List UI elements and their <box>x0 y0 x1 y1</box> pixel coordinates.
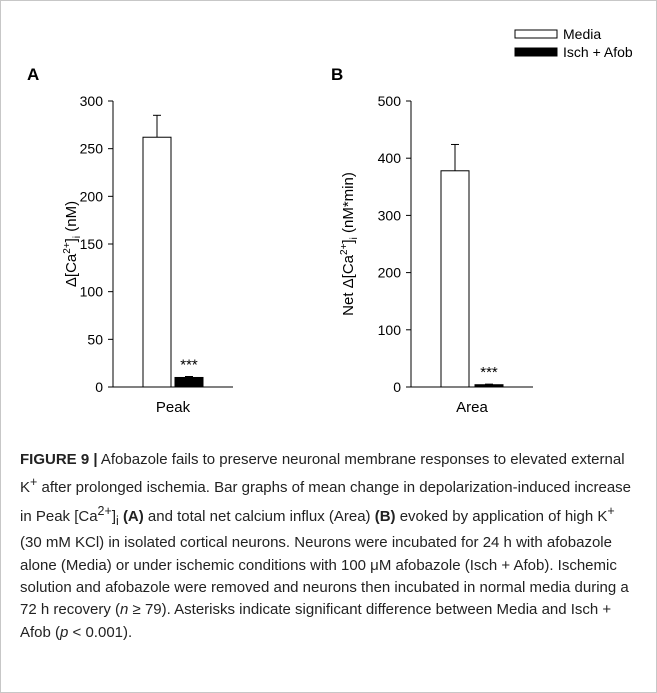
legend-swatch-1 <box>514 47 558 57</box>
y-axis-label-part: ] <box>63 238 80 242</box>
legend: Media Isch + Afob <box>514 26 633 60</box>
figure-chart: Media Isch + Afob A 0 50 100 150 200 250 300 *** P… <box>27 26 633 416</box>
panel-letter: B <box>331 65 343 84</box>
y-tick-label: 300 <box>378 207 402 223</box>
caption-sup-2: 2+ <box>97 503 112 518</box>
y-tick-label: 500 <box>378 93 402 109</box>
significance-stars: *** <box>180 357 198 374</box>
y-tick-label: 200 <box>378 265 402 281</box>
y-axis-label-part: i <box>349 237 360 239</box>
caption-text-7: < 0.001). <box>68 623 133 641</box>
y-tick-label: 100 <box>378 322 402 338</box>
caption-lead: FIGURE 9 | <box>20 451 98 468</box>
y-tick-label: 50 <box>87 331 103 347</box>
y-axis-label: Δ[Ca2+]i (nM) <box>62 201 83 287</box>
y-tick-label: 0 <box>95 379 103 395</box>
y-axis-label-part: ] <box>340 239 357 243</box>
caption-n: n <box>120 601 129 619</box>
caption-text-2: after prolonged ischemia. Bar graphs of … <box>20 479 632 525</box>
y-axis-label: Net Δ[Ca2+]i (nM*min) <box>339 172 360 316</box>
y-axis-label-part: 2+ <box>62 242 73 254</box>
y-tick-label: 250 <box>80 141 104 157</box>
panel-b: B 0 100 200 300 400 500 *** Area Net Δ[Ca2+]i (nM… <box>331 65 533 416</box>
caption-text-5: (30 mM KCl) in isolated cortical neurons… <box>20 534 629 619</box>
legend-label-1: Isch + Afob <box>563 44 633 60</box>
caption-sup-3: + <box>607 503 615 518</box>
caption-p: p <box>60 623 69 641</box>
significance-stars: *** <box>480 364 498 381</box>
figure-caption: FIGURE 9 | Afobazole fails to preserve n… <box>20 449 640 644</box>
y-axis-label-part: (nM) <box>63 201 80 236</box>
bar-0 <box>142 136 172 388</box>
y-axis-label-part: 2+ <box>339 243 350 255</box>
caption-panel-a-ref: (A) <box>122 507 144 525</box>
panel-letter: A <box>27 65 39 84</box>
caption-text-1: Afobazole fails to preserve neuronal mem… <box>20 451 625 497</box>
caption-bracket: ] <box>111 507 116 525</box>
bar-1 <box>174 376 204 388</box>
y-axis-label-part: Net Δ[Ca <box>340 254 357 316</box>
y-tick-label: 100 <box>80 284 104 300</box>
y-tick-label: 400 <box>378 150 402 166</box>
y-axis-label-part: Δ[Ca <box>63 253 80 287</box>
y-axis-label-part: (nM*min) <box>340 172 357 237</box>
y-tick-label: 150 <box>80 236 104 252</box>
y-axis-label-part: i <box>72 236 83 238</box>
y-tick-label: 0 <box>393 379 401 395</box>
caption-text-3: and total net calcium influx (Area) <box>143 507 375 525</box>
x-axis-label: Area <box>456 399 488 416</box>
y-tick-label: 300 <box>80 93 104 109</box>
bar-1 <box>474 384 504 388</box>
caption-sup-1: + <box>30 475 38 490</box>
y-tick-label: 200 <box>80 188 104 204</box>
caption-text-6: ≥ 79). Asterisks indicate significant di… <box>20 601 612 641</box>
legend-swatch-0 <box>514 29 558 39</box>
bar-0 <box>440 170 470 388</box>
x-axis-label: Peak <box>156 399 191 416</box>
caption-sub-i: i <box>115 513 119 528</box>
panel-a: A 0 50 100 150 200 250 300 *** Peak Δ[Ca2+]i (nM) <box>27 65 233 416</box>
legend-label-0: Media <box>563 26 601 42</box>
caption-text-4: evoked by application of high K <box>395 507 608 525</box>
caption-panel-b-ref: (B) <box>374 507 396 525</box>
